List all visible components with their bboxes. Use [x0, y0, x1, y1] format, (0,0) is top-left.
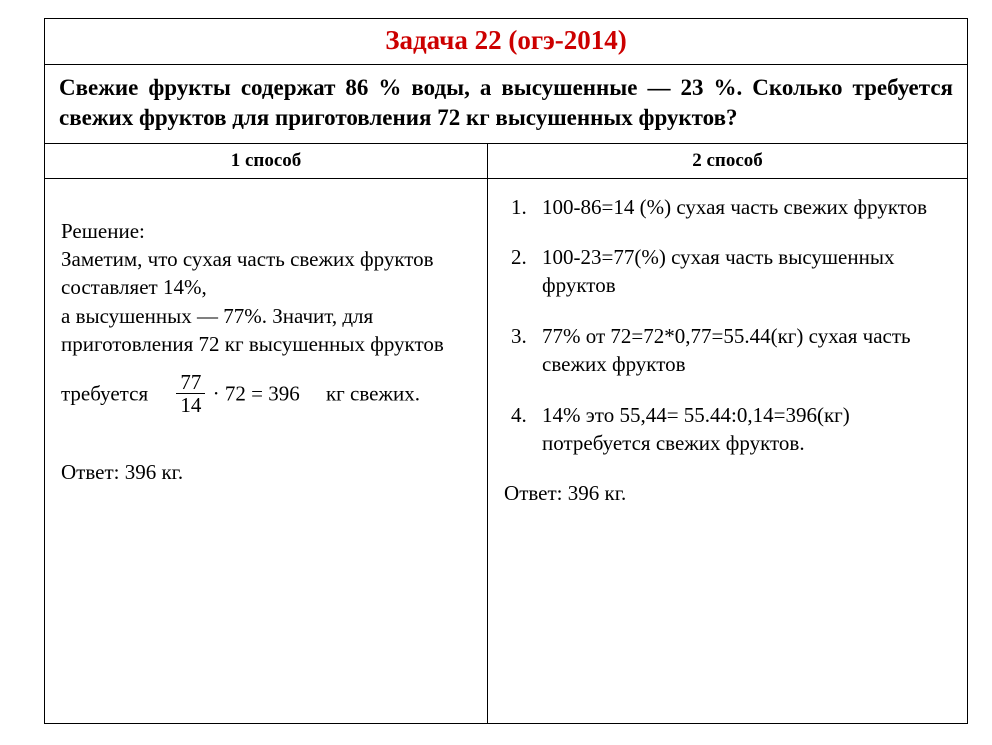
method1-header: 1 способ — [45, 143, 488, 178]
fraction-denominator: 14 — [176, 394, 205, 416]
fraction-numerator: 77 — [176, 371, 205, 394]
m2-step-1: 100-86=14 (%) сухая часть свежих фруктов — [532, 193, 951, 221]
page: Задача 22 (огэ-2014) Свежие фрукты содер… — [0, 0, 992, 745]
m1-line1: Заметим, что сухая часть свежих фруктов … — [61, 245, 471, 302]
problem-statement: Свежие фрукты содержат 86 % воды, а высу… — [45, 65, 968, 144]
fraction: 77 14 — [176, 371, 205, 416]
eq-suffix: · 72 = 396 — [213, 381, 300, 405]
eq-tail: кг свежих. — [326, 381, 420, 405]
method2-body: 100-86=14 (%) сухая часть свежих фруктов… — [488, 178, 968, 723]
m1-answer: Ответ: 396 кг. — [61, 458, 471, 486]
title-cell: Задача 22 (огэ-2014) — [45, 19, 968, 65]
m1-line2: а высушенных — 77%. Значит, для приготов… — [61, 302, 471, 359]
m2-step-3: 77% от 72=72*0,77=55.44(кг) сухая часть … — [532, 322, 951, 379]
m2-step-4: 14% это 55,44= 55.44:0,14=396(кг) потреб… — [532, 401, 951, 458]
problem-table: Задача 22 (огэ-2014) Свежие фрукты содер… — [44, 18, 968, 724]
title-text: Задача 22 (огэ-2014) — [385, 25, 626, 55]
eq-prefix: требуется — [61, 381, 148, 405]
m2-steps: 100-86=14 (%) сухая часть свежих фруктов… — [504, 193, 951, 457]
method2-header: 2 способ — [488, 143, 968, 178]
m2-answer: Ответ: 396 кг. — [504, 479, 951, 507]
method1-body: Решение: Заметим, что сухая часть свежих… — [45, 178, 488, 723]
m1-equation: требуется 77 14 · 72 = 396 кг свежих. — [61, 373, 471, 418]
solution-label: Решение: — [61, 217, 471, 245]
m2-step-2: 100-23=77(%) сухая часть высушенных фрук… — [532, 243, 951, 300]
